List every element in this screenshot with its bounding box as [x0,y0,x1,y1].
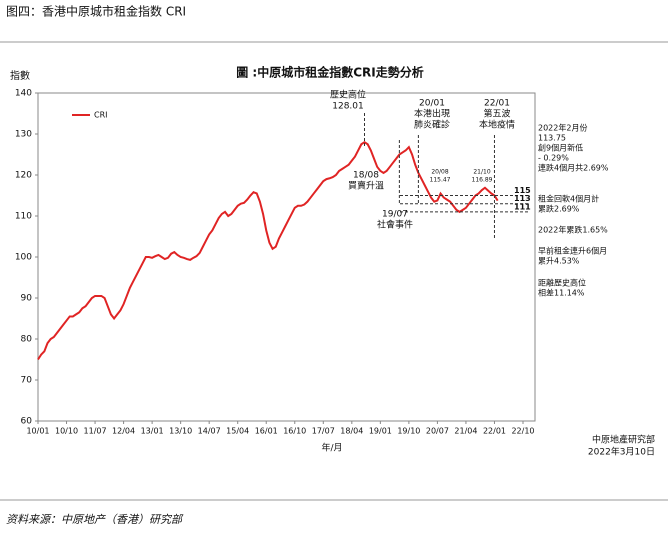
y-tick-label: 120 [15,171,32,181]
x-tick-label: 10/10 [55,427,78,436]
annotation: 2022年2月份 [538,123,587,133]
y-tick-label: 100 [15,253,32,263]
y-tick-label: 140 [15,89,32,99]
annotation: 肺炎確診 [414,119,450,131]
y-tick-label: 110 [15,212,32,222]
annotation: 115.47 [430,177,451,184]
x-tick-label: 16/01 [255,427,278,436]
annotation: - 0.29% [538,154,569,163]
y-tick-label: 130 [15,130,32,140]
footer: 中原地產研究部 [592,434,655,446]
source: 资料来源：中原地产（香港）研究部 [6,513,184,526]
reference-label: 113 [514,194,531,203]
annotation: 創9個月新低 [538,143,583,153]
annotation: 20/01 [419,99,445,109]
annotation: 128.01 [332,102,364,112]
x-tick-label: 13/10 [169,427,192,436]
x-tick-label: 18/04 [340,427,363,436]
annotation: 20/08 [431,169,448,176]
x-tick-label: 12/04 [112,427,135,436]
x-tick-label: 17/07 [312,427,335,436]
annotation: 累升4.53% [538,257,580,266]
reference-label: 111 [514,202,531,211]
legend-label: CRI [94,111,108,120]
annotation: 租金回軟4個月計 [538,194,599,204]
annotation: 2022年累跌1.65% [538,225,608,235]
x-tick-label: 10/01 [26,427,49,436]
annotation: 早前租金連升6個月 [538,246,607,256]
x-tick-label: 13/01 [141,427,164,436]
plot-frame [37,92,536,422]
annotation: 18/08 [353,171,379,181]
footer: 2022年3月10日 [588,446,655,458]
y-label: 指數 [10,69,30,82]
chart-title: 圖 :中原城市租金指數CRI走勢分析 [236,65,424,80]
annotation: 買賣升溫 [348,180,384,192]
reference-label: 115 [514,186,531,195]
annotation: 19/07 [382,210,408,220]
annotation: 歷史高位 [330,89,366,101]
caption: 图四：香港中原城市租金指数 CRI [6,4,186,19]
y-tick-label: 60 [21,417,33,427]
annotation: 本港出現 [414,108,450,120]
annotation: 連跌4個月共2.69% [538,163,609,173]
y-tick-label: 80 [21,335,33,345]
x-tick-label: 19/10 [397,427,420,436]
annotation: 21/10 [473,169,490,176]
x-tick-label: 11/07 [84,427,107,436]
annotation: 本地疫情 [479,119,515,131]
data-line [37,140,499,361]
annotation: 距離歷史高位 [538,278,586,288]
x-tick-label: 21/04 [454,427,477,436]
annotation: 相差11.14% [538,288,585,298]
x-tick-label: 22/01 [483,427,506,436]
annotation: 第五波 [483,108,510,120]
annotation: 社會事件 [377,219,413,231]
x-tick-label: 15/04 [226,427,249,436]
x-tick-label: 20/07 [426,427,449,436]
y-tick-label: 70 [21,376,33,386]
annotation: 113.75 [538,134,566,143]
x-label: 年/月 [321,442,342,454]
x-tick-label: 22/10 [511,427,534,436]
annotation: 116.89 [472,177,493,184]
x-tick-label: 16/10 [283,427,306,436]
x-tick-label: 19/01 [369,427,392,436]
x-tick-label: 14/07 [198,427,221,436]
annotation: 累跌2.69% [538,204,580,214]
y-tick-label: 90 [21,294,33,304]
annotation: 22/01 [484,99,510,109]
